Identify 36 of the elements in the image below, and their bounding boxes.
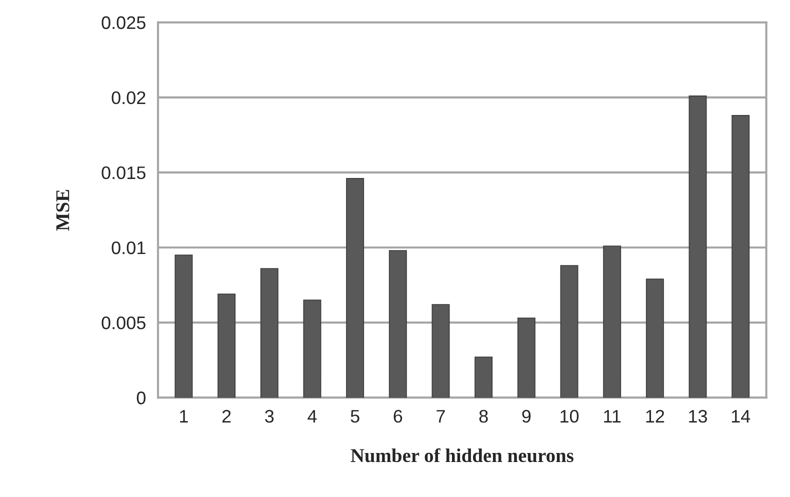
bar <box>560 265 578 398</box>
bar <box>388 250 407 398</box>
x-tick-label: 1 <box>180 410 188 422</box>
x-tick-label: 14 <box>732 410 750 422</box>
x-tick-label: 11 <box>604 410 621 422</box>
x-axis-title: Number of hidden neurons <box>350 448 574 462</box>
bar <box>646 278 664 398</box>
bar <box>174 254 193 398</box>
bar <box>474 356 493 398</box>
bar <box>260 268 278 398</box>
bar <box>346 178 364 398</box>
x-tick-label: 10 <box>560 410 579 423</box>
y-tick-label: 0.025 <box>102 16 146 30</box>
x-tick-label: 13 <box>689 410 708 423</box>
x-tick-label: 3 <box>265 410 274 423</box>
x-tick-label: 8 <box>479 410 488 423</box>
x-tick-label: 6 <box>394 410 402 423</box>
y-tick-label: 0.015 <box>102 166 146 180</box>
x-tick-label: 2 <box>222 410 231 422</box>
bar <box>603 246 622 398</box>
bar <box>517 318 536 398</box>
bar <box>688 95 707 398</box>
bar <box>218 294 236 398</box>
bar <box>432 304 450 398</box>
x-tick-label: 7 <box>436 410 445 422</box>
y-tick-label: 0.005 <box>102 316 146 330</box>
x-tick-label: 5 <box>350 410 360 423</box>
y-tick-label: 0.01 <box>112 241 146 254</box>
y-tick-label: 0.02 <box>112 91 146 104</box>
y-tick-label: 0 <box>136 392 146 404</box>
bar <box>303 300 322 398</box>
x-tick-label: 9 <box>522 410 531 423</box>
y-axis-title: MSE <box>56 190 70 231</box>
x-tick-label: 4 <box>308 410 317 422</box>
x-tick-label: 12 <box>646 410 664 422</box>
bar <box>732 115 750 398</box>
